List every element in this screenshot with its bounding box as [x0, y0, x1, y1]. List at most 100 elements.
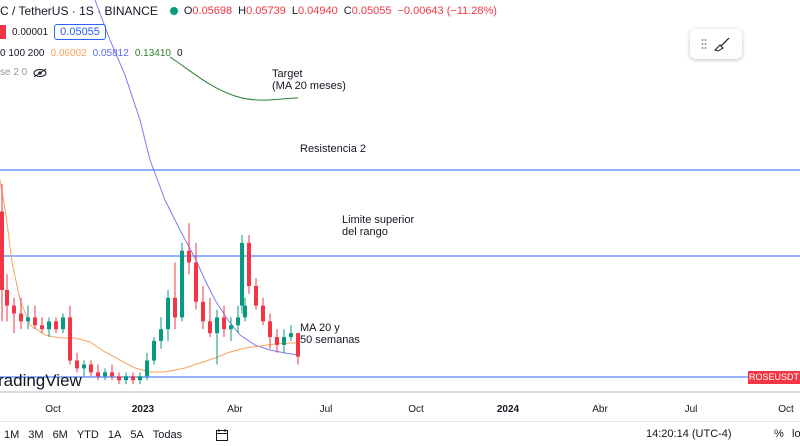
price-chart[interactable]: [0, 0, 800, 400]
candle-body: [40, 325, 44, 330]
time-tick: Oct: [408, 404, 424, 415]
candle-body: [247, 242, 251, 287]
timeframe-all[interactable]: Todas: [152, 429, 183, 441]
candle-body: [236, 317, 240, 326]
ohlc-o: O0.05698: [183, 5, 233, 17]
timeframe-ytd[interactable]: YTD: [76, 429, 99, 441]
market-status-icon: [169, 7, 178, 15]
time-tick: Abr: [227, 404, 243, 415]
candle-body: [222, 317, 226, 330]
ma-20-weeks-line: [94, 0, 299, 356]
candle-body: [201, 301, 205, 322]
timeframe-3m[interactable]: 3M: [28, 429, 44, 441]
symbol-legend: C / TetherUS · 1S · BINANCE O0.05698 H0.…: [0, 4, 503, 18]
ma-50-weeks-line: [0, 179, 298, 373]
timeframe-6m[interactable]: 6M: [52, 429, 68, 441]
order-row: 0.00001 0.05055: [0, 24, 112, 40]
ohlc-c: C0.05055: [343, 5, 392, 17]
annotation-resistance-2[interactable]: Resistencia 2: [300, 143, 367, 155]
date-range-icon[interactable]: [215, 428, 229, 442]
annotation-ma[interactable]: MA 20 y 50 semanas: [300, 322, 360, 346]
ma-legend: 0 100 200 0.06002 0.05812 0.13410 0: [0, 48, 189, 59]
candle-body: [208, 321, 212, 334]
time-tick: Oct: [778, 404, 794, 415]
timeframe-1m[interactable]: 1M: [4, 429, 20, 441]
candle-body: [296, 333, 300, 357]
eye-hidden-icon[interactable]: [33, 68, 47, 78]
candle-body: [215, 317, 219, 334]
ohlc-h: H0.05739: [238, 5, 286, 17]
time-tick: Abr: [592, 404, 608, 415]
annotation-range-top[interactable]: Limite superior del rango: [342, 214, 415, 238]
time-tick: Jul: [319, 404, 333, 415]
candle-body: [282, 337, 286, 345]
candle-body: [12, 305, 16, 314]
log-scale-button[interactable]: lo: [792, 428, 800, 440]
spread-value: 0.00001: [12, 26, 49, 38]
percent-scale-button[interactable]: %: [774, 428, 784, 440]
ma-periods[interactable]: 0 100 200: [0, 48, 45, 59]
sell-button[interactable]: [0, 25, 6, 39]
ma-value-extra: 0: [176, 48, 183, 59]
ohlc-change: −0.00643 (−11.28%): [397, 5, 497, 17]
candle-body: [5, 289, 9, 306]
symbol-price-tag: ROSEUSDT: [748, 371, 800, 384]
candle-body: [61, 317, 65, 330]
ma-value-orange: 0.06002: [50, 48, 87, 59]
candle-body: [110, 372, 114, 377]
drag-handle-icon[interactable]: [701, 38, 707, 50]
ohlc-l: L0.04940: [291, 5, 338, 17]
candle-body: [0, 211, 4, 290]
timeframe-5y[interactable]: 5A: [130, 429, 144, 441]
time-tick: Jul: [684, 404, 698, 415]
candle-body: [254, 286, 258, 306]
ma-20-months-line: [169, 56, 299, 101]
chart-pane[interactable]: [0, 0, 800, 400]
candle-body: [187, 250, 191, 263]
drawing-toolbar[interactable]: [690, 29, 742, 59]
candle-body: [54, 321, 58, 330]
candle-body: [152, 340, 156, 361]
candle-body: [268, 321, 272, 338]
tradingview-watermark: radingView: [0, 371, 82, 390]
symbol-title[interactable]: C / TetherUS · 1S · BINANCE: [0, 4, 158, 18]
candle-body: [240, 242, 244, 306]
time-tick: Oct: [45, 404, 61, 415]
bottom-toolbar: [0, 421, 800, 446]
candle-body: [26, 317, 30, 322]
indicator-legend: se 2 0: [0, 67, 53, 78]
candle-body: [75, 360, 79, 369]
candle-body: [117, 376, 121, 381]
buy-price-field[interactable]: 0.05055: [54, 24, 106, 40]
candle-body: [96, 372, 100, 377]
candle-body: [229, 325, 233, 330]
ma-value-blue: 0.05812: [92, 48, 129, 59]
time-tick: 2023: [131, 404, 155, 415]
candle-body: [89, 364, 93, 373]
timeframe-1y[interactable]: 1A: [107, 429, 122, 441]
candle-body: [173, 297, 177, 318]
candle-body: [47, 321, 51, 330]
candle-body: [82, 364, 86, 369]
candle-body: [124, 376, 128, 381]
candle-body: [243, 305, 247, 318]
candle-body: [289, 333, 293, 338]
candle-body: [180, 250, 184, 318]
timeframe-selector: 1M 3M 6M YTD 1A 5A Todas: [0, 428, 238, 442]
ma-value-green: 0.13410: [134, 48, 171, 59]
annotation-target[interactable]: Target (MA 20 meses): [272, 68, 346, 92]
candle-body: [159, 329, 163, 341]
candle-body: [103, 372, 107, 377]
indicator-label[interactable]: se 2 0: [0, 67, 28, 78]
candle-body: [68, 317, 72, 361]
candle-body: [145, 360, 149, 377]
brush-icon[interactable]: [713, 36, 731, 52]
candle-body: [131, 376, 135, 381]
candle-body: [166, 297, 170, 330]
clock[interactable]: 14:20:14 (UTC-4): [646, 428, 732, 440]
candle-body: [19, 313, 23, 322]
candle-body: [33, 317, 37, 326]
time-axis[interactable]: [0, 400, 800, 420]
time-tick: 2024: [496, 404, 520, 415]
candle-body: [261, 305, 265, 322]
